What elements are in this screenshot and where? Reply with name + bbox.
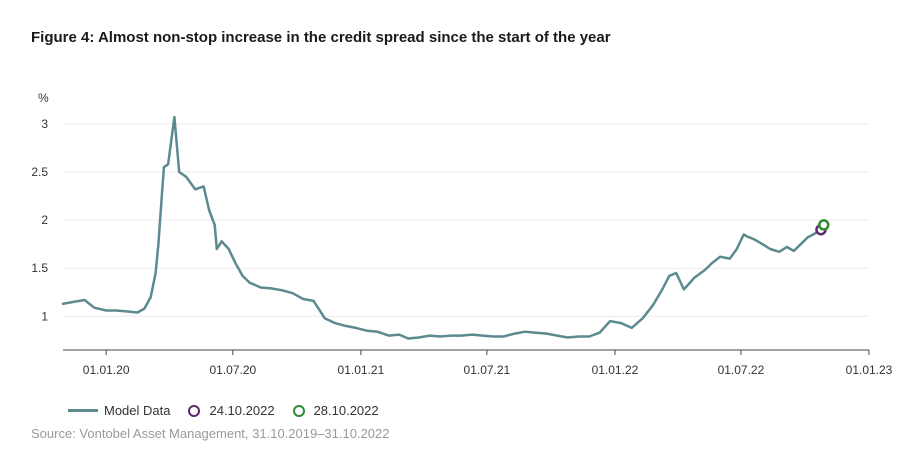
source-note: Source: Vontobel Asset Management, 31.10…	[31, 426, 390, 441]
y-axis-ticks: 1 1.5 2 2.5 3	[31, 117, 48, 323]
legend-label-model-data: Model Data	[104, 403, 171, 418]
x-tick-label: 01.07.20	[209, 363, 256, 377]
legend: Model Data 24.10.2022 28.10.2022	[68, 403, 397, 418]
series-group	[61, 115, 826, 340]
y-tick-label: 1.5	[31, 261, 48, 275]
x-tick-label: 01.07.21	[464, 363, 511, 377]
legend-label-marker-1: 24.10.2022	[209, 403, 275, 418]
y-axis-label: %	[38, 91, 49, 105]
marker-point-2	[818, 219, 830, 231]
legend-circle-marker-1	[188, 404, 201, 417]
y-tick-label: 2	[41, 213, 48, 227]
legend-circle-marker-2	[292, 404, 305, 417]
marker-group	[815, 219, 830, 236]
x-tick-label: 01.01.23	[846, 363, 893, 377]
legend-item-marker-1: 24.10.2022	[188, 403, 275, 418]
legend-item-marker-2: 28.10.2022	[292, 403, 379, 418]
legend-line-swatch	[68, 409, 98, 412]
y-tick-label: 2.5	[31, 165, 48, 179]
x-tick-label: 01.01.20	[83, 363, 130, 377]
grid-lines	[63, 123, 869, 317]
x-axis: 01.01.20 01.07.20 01.01.21 01.07.21 01.01.22…	[63, 349, 893, 377]
x-tick-label: 01.01.22	[592, 363, 639, 377]
y-tick-label: 1	[41, 309, 48, 323]
x-tick-label: 01.01.21	[338, 363, 385, 377]
series-line-model-data	[61, 115, 826, 340]
legend-item-model-data: Model Data	[68, 403, 170, 418]
chart-title: Figure 4: Almost non-stop increase in th…	[31, 29, 611, 46]
y-tick-label: 3	[41, 117, 48, 131]
legend-label-marker-2: 28.10.2022	[313, 403, 379, 418]
x-tick-label: 01.07.22	[718, 363, 765, 377]
